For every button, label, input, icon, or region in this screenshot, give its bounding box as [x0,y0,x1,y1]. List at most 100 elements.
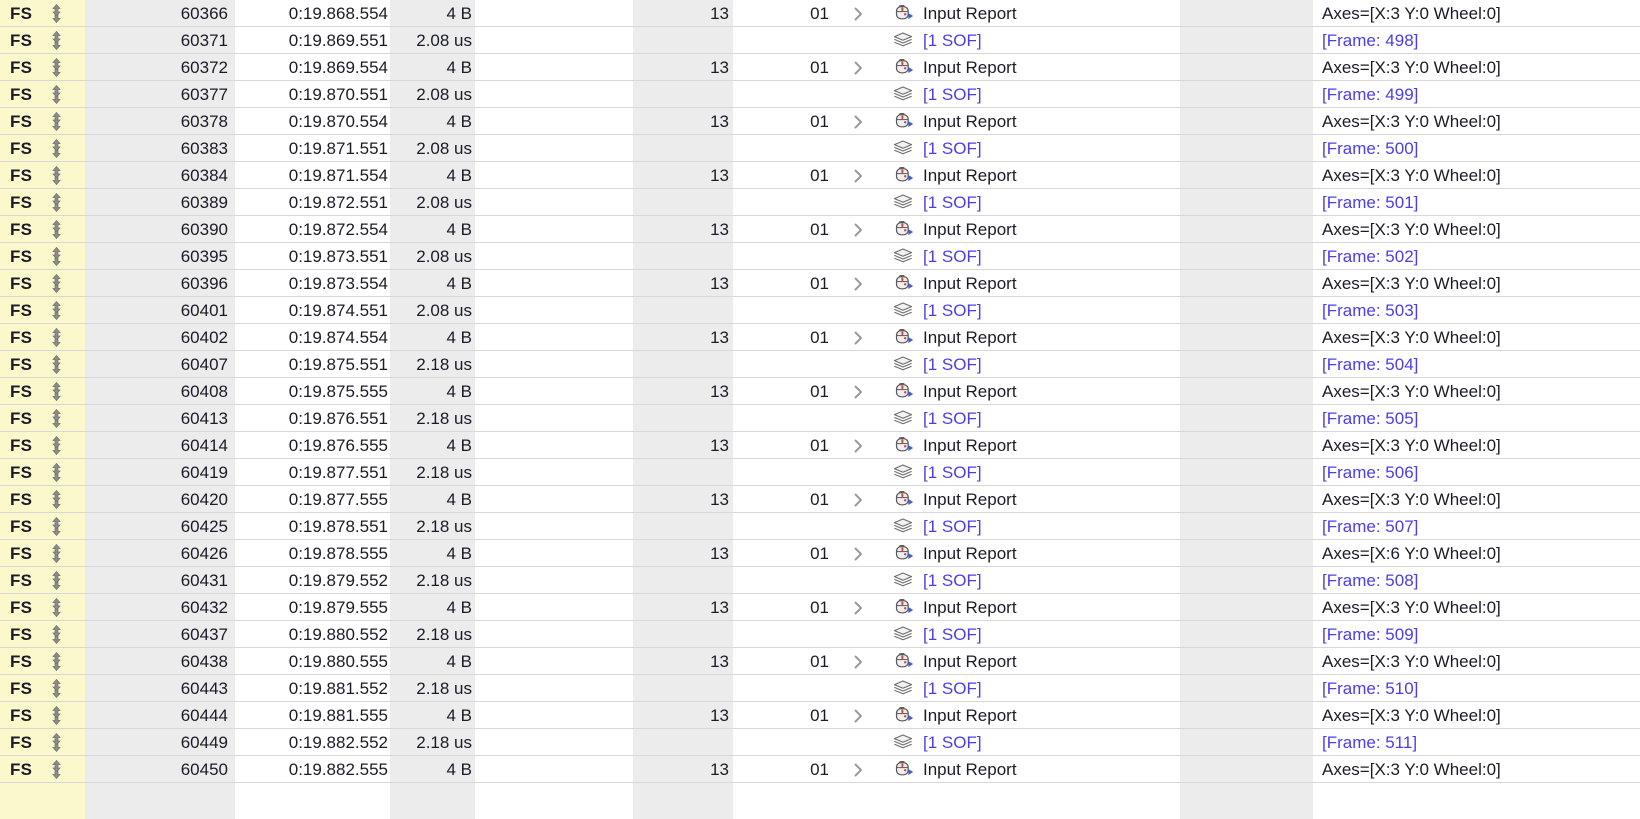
table-row[interactable]: FS 60414 0:19.876.555 4 B 13 01 Input Report Ax… [0,432,1640,459]
packet-timestamp: 0:19.871.551 [288,139,388,158]
packet-summary: Input Report [923,4,1017,23]
packet-detail: [Frame: 498] [1322,31,1419,50]
table-row[interactable]: FS 60437 0:19.880.552 2.18 us [1 SOF] [Frame:… [0,621,1640,648]
table-row[interactable]: FS 60378 0:19.870.554 4 B 13 01 Input Report Ax… [0,108,1640,135]
packet-timestamp: 0:19.869.551 [288,31,388,50]
device-address: 13 [710,328,729,347]
packet-timestamp: 0:19.878.551 [288,517,388,536]
packet-summary: [1 SOF] [923,355,982,374]
table-row[interactable]: FS 60402 0:19.874.554 4 B 13 01 Input Report Ax… [0,324,1640,351]
up-down-arrow-icon [50,621,74,648]
table-row[interactable]: FS 60443 0:19.881.552 2.18 us [1 SOF] [Frame:… [0,675,1640,702]
packet-timestamp: 0:19.875.555 [288,382,388,401]
chevron-right-icon[interactable] [849,432,867,459]
speed-label: FS [10,760,33,779]
table-row[interactable]: FS 60407 0:19.875.551 2.18 us [1 SOF] [Frame:… [0,351,1640,378]
table-row[interactable]: FS 60419 0:19.877.551 2.18 us [1 SOF] [Frame:… [0,459,1640,486]
table-row[interactable]: FS 60420 0:19.877.555 4 B 13 01 Input Report Ax… [0,486,1640,513]
table-row[interactable]: FS 60431 0:19.879.552 2.18 us [1 SOF] [Frame:… [0,567,1640,594]
packet-summary: [1 SOF] [923,463,982,482]
packet-detail: Axes=[X:3 Y:0 Wheel:0] [1322,436,1501,455]
packet-detail: Axes=[X:3 Y:0 Wheel:0] [1322,328,1501,347]
up-down-arrow-icon [50,0,74,27]
chevron-right-icon[interactable] [849,108,867,135]
table-row[interactable]: FS 60401 0:19.874.551 2.08 us [1 SOF] [Frame:… [0,297,1640,324]
chevron-right-icon[interactable] [849,540,867,567]
table-row[interactable]: FS 60372 0:19.869.554 4 B 13 01 Input Report Ax… [0,54,1640,81]
device-address [635,459,729,486]
chevron-right-icon[interactable] [849,0,867,27]
packet-length: 4 B [446,436,472,455]
endpoint-address: 01 [810,112,829,131]
speed-label: FS [10,625,33,644]
up-down-arrow-icon [50,567,74,594]
table-row[interactable]: FS 60444 0:19.881.555 4 B 13 01 Input Report Ax… [0,702,1640,729]
table-row[interactable]: FS 60413 0:19.876.551 2.18 us [1 SOF] [Frame:… [0,405,1640,432]
chevron-right-icon[interactable] [849,216,867,243]
packet-timestamp: 0:19.872.551 [288,193,388,212]
packet-index: 60389 [180,193,228,212]
table-row[interactable]: FS 60377 0:19.870.551 2.08 us [1 SOF] [Frame:… [0,81,1640,108]
table-row[interactable]: FS 60432 0:19.879.555 4 B 13 01 Input Report Ax… [0,594,1640,621]
table-row[interactable]: FS 60383 0:19.871.551 2.08 us [1 SOF] [Frame:… [0,135,1640,162]
chevron-right-icon[interactable] [849,648,867,675]
packet-summary: [1 SOF] [923,139,982,158]
endpoint-address [735,513,829,540]
stacked-frames-icon [893,675,919,702]
table-row[interactable]: FS 60449 0:19.882.552 2.18 us [1 SOF] [Frame:… [0,729,1640,756]
packet-index: 60420 [180,490,228,509]
chevron-right-icon[interactable] [849,702,867,729]
table-row[interactable]: FS 60390 0:19.872.554 4 B 13 01 Input Report Ax… [0,216,1640,243]
chevron-right-icon[interactable] [849,378,867,405]
packet-detail: [Frame: 507] [1322,517,1419,536]
hid-mouse-icon [893,540,919,567]
chevron-right-icon[interactable] [849,162,867,189]
chevron-right-icon[interactable] [849,594,867,621]
packet-summary: Input Report [923,166,1017,185]
speed-label: FS [10,598,33,617]
packet-length: 2.08 us [416,85,472,104]
packet-timestamp: 0:19.868.554 [288,4,388,23]
packet-length: 4 B [446,328,472,347]
up-down-arrow-icon [50,297,74,324]
packet-summary: [1 SOF] [923,517,982,536]
table-row[interactable]: FS 60389 0:19.872.551 2.08 us [1 SOF] [Frame:… [0,189,1640,216]
stacked-frames-icon [893,459,919,486]
packet-length: 2.18 us [416,625,472,644]
packet-detail: [Frame: 504] [1322,355,1419,374]
packet-length: 2.08 us [416,193,472,212]
chevron-right-icon[interactable] [849,324,867,351]
packet-detail: [Frame: 502] [1322,247,1419,266]
table-row[interactable]: FS 60396 0:19.873.554 4 B 13 01 Input Report Ax… [0,270,1640,297]
up-down-arrow-icon [50,27,74,54]
device-address [635,351,729,378]
device-address [635,621,729,648]
speed-label: FS [10,517,33,536]
chevron-right-icon[interactable] [849,270,867,297]
packet-index: 60425 [180,517,228,536]
packet-index: 60383 [180,139,228,158]
endpoint-address: 01 [810,598,829,617]
packet-index: 60449 [180,733,228,752]
speed-label: FS [10,463,33,482]
table-row[interactable]: FS 60438 0:19.880.555 4 B 13 01 Input Report Ax… [0,648,1640,675]
table-row[interactable]: FS 60408 0:19.875.555 4 B 13 01 Input Report Ax… [0,378,1640,405]
table-row[interactable]: FS 60384 0:19.871.554 4 B 13 01 Input Report Ax… [0,162,1640,189]
chevron-right-icon[interactable] [849,54,867,81]
table-row[interactable]: FS 60426 0:19.878.555 4 B 13 01 Input Report Ax… [0,540,1640,567]
speed-label: FS [10,85,33,104]
table-row[interactable]: FS 60366 0:19.868.554 4 B 13 01 Input Report Ax… [0,0,1640,27]
table-row[interactable]: FS 60395 0:19.873.551 2.08 us [1 SOF] [Frame:… [0,243,1640,270]
stacked-frames-icon [893,513,919,540]
chevron-right-icon[interactable] [849,756,867,783]
table-row[interactable]: FS 60371 0:19.869.551 2.08 us [1 SOF] [Frame:… [0,27,1640,54]
table-row[interactable]: FS 60425 0:19.878.551 2.18 us [1 SOF] [Frame:… [0,513,1640,540]
packet-rows[interactable]: FS 60366 0:19.868.554 4 B 13 01 Input Report Ax… [0,0,1640,783]
endpoint-address [735,351,829,378]
packet-timestamp: 0:19.869.554 [288,58,388,77]
chevron-right-icon[interactable] [849,486,867,513]
table-row[interactable]: FS 60450 0:19.882.555 4 B 13 01 Input Report Ax… [0,756,1640,783]
packet-timestamp: 0:19.872.554 [288,220,388,239]
packet-length: 4 B [446,706,472,725]
